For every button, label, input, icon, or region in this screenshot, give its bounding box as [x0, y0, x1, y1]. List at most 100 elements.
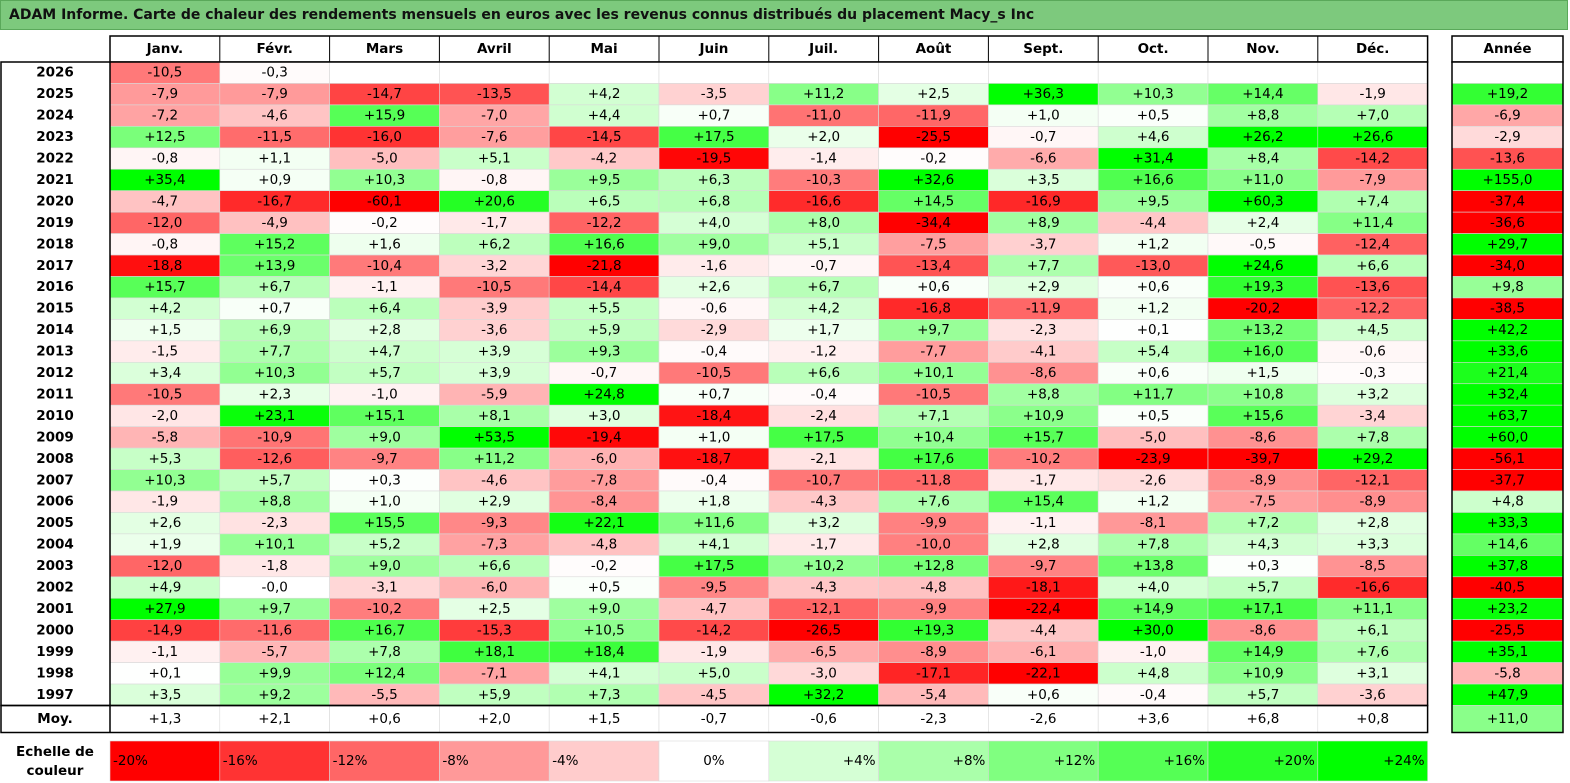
cell-value: +6,4 — [368, 301, 401, 317]
cell-value: -8,6 — [1250, 622, 1276, 638]
cell-value: -5,0 — [1140, 429, 1166, 445]
cell-value: -13,5 — [477, 86, 512, 102]
cell-value: +2,5 — [917, 86, 950, 102]
cell-value: +1,0 — [368, 494, 401, 510]
cell-value: +5,5 — [588, 301, 621, 317]
cell-value: +36,3 — [1023, 86, 1064, 102]
cell-value: -4,7 — [701, 601, 727, 617]
average-label: Moy. — [37, 711, 72, 727]
annual-value: -37,4 — [1490, 193, 1525, 209]
cell-value: -1,7 — [1030, 472, 1056, 488]
cell-value: +9,0 — [588, 601, 621, 617]
cell-value: +2,8 — [1027, 537, 1060, 553]
cell-value: +9,0 — [368, 429, 401, 445]
cell-value: -8,1 — [1140, 515, 1166, 531]
month-header-1: Janv. — [146, 41, 184, 57]
cell-value: +13,2 — [1242, 322, 1283, 338]
cell-value: +3,4 — [149, 365, 182, 381]
average-value: -2,6 — [1030, 711, 1056, 727]
cell-value: -14,9 — [147, 622, 182, 638]
cell-value: -14,5 — [587, 129, 622, 145]
cell-value: -10,5 — [696, 365, 731, 381]
cell-value: +4,9 — [149, 580, 182, 596]
cell-value: -0,2 — [920, 151, 946, 167]
cell-value: -0,6 — [1360, 344, 1386, 360]
cell-value: -10,0 — [916, 537, 951, 553]
cell-value: +6,6 — [1356, 258, 1389, 274]
cell-value: -2,9 — [701, 322, 727, 338]
cell-value: -0,8 — [152, 151, 178, 167]
cell-value: +60,3 — [1242, 193, 1283, 209]
annual-value: -25,5 — [1490, 622, 1525, 638]
heatmap-cell — [439, 61, 550, 84]
cell-value: -4,8 — [591, 537, 617, 553]
cell-value: +32,2 — [803, 687, 844, 703]
cell-value: +7,8 — [1137, 537, 1170, 553]
scale-swatch — [109, 740, 221, 782]
annual-cell — [1451, 61, 1564, 84]
cell-value: +10,1 — [254, 537, 295, 553]
cell-value: +2,5 — [478, 601, 511, 617]
cell-value: -12,6 — [257, 451, 292, 467]
heatmap-cell — [768, 61, 879, 84]
cell-value: +35,4 — [144, 172, 185, 188]
cell-value: -18,7 — [696, 451, 731, 467]
cell-value: -11,5 — [257, 129, 292, 145]
annual-value: +23,2 — [1487, 601, 1528, 617]
cell-value: -7,7 — [920, 344, 946, 360]
annual-value: -34,0 — [1490, 258, 1525, 274]
year-label: 2016 — [36, 279, 74, 295]
cell-value: -3,7 — [1030, 236, 1056, 252]
heatmap-cell — [329, 61, 440, 84]
cell-value: +0,6 — [1137, 365, 1170, 381]
annual-value: +21,4 — [1487, 365, 1528, 381]
cell-value: +0,7 — [698, 386, 731, 402]
cell-value: -6,0 — [591, 451, 617, 467]
cell-value: +7,7 — [1027, 258, 1060, 274]
cell-value: +10,9 — [1242, 665, 1283, 681]
cell-value: +15,1 — [364, 408, 405, 424]
cell-value: -9,7 — [371, 451, 397, 467]
cell-value: -5,7 — [262, 644, 288, 660]
cell-value: +4,6 — [1137, 129, 1170, 145]
annual-value: +63,7 — [1487, 408, 1528, 424]
cell-value: +5,9 — [478, 687, 511, 703]
heatmap-cell — [1317, 61, 1428, 84]
cell-value: +5,4 — [1137, 344, 1170, 360]
cell-value: -12,2 — [1355, 301, 1390, 317]
cell-value: +10,1 — [913, 365, 954, 381]
cell-value: +6,7 — [807, 279, 840, 295]
cell-value: -11,6 — [257, 622, 292, 638]
cell-value: -7,9 — [152, 86, 178, 102]
cell-value: +12,8 — [913, 558, 954, 574]
scale-step-label: +8% — [953, 753, 986, 769]
cell-value: +10,3 — [254, 365, 295, 381]
average-annual-value: +11,0 — [1487, 711, 1528, 727]
cell-value: -10,9 — [257, 429, 292, 445]
cell-value: -8,9 — [1250, 472, 1276, 488]
scale-step-label: +24% — [1383, 753, 1424, 769]
cell-value: -2,1 — [811, 451, 837, 467]
cell-value: +10,8 — [1242, 386, 1283, 402]
year-label: 2015 — [36, 301, 74, 317]
cell-value: -4,4 — [1030, 622, 1056, 638]
heatmap-cell — [548, 61, 660, 84]
cell-value: +7,8 — [1356, 429, 1389, 445]
cell-value: -10,7 — [806, 472, 841, 488]
cell-value: +0,7 — [698, 108, 731, 124]
cell-value: -7,6 — [481, 129, 507, 145]
cell-value: +16,0 — [1242, 344, 1283, 360]
cell-value: -1,0 — [1140, 644, 1166, 660]
cell-value: +19,3 — [1242, 279, 1283, 295]
cell-value: +15,5 — [364, 515, 405, 531]
cell-value: -10,5 — [477, 279, 512, 295]
cell-value: +8,4 — [1247, 151, 1280, 167]
scale-swatch — [768, 740, 879, 782]
cell-value: +7,1 — [917, 408, 950, 424]
cell-value: -11,0 — [806, 108, 841, 124]
cell-value: -16,9 — [1026, 193, 1061, 209]
cell-value: -18,1 — [1026, 580, 1061, 596]
cell-value: -4,9 — [262, 215, 288, 231]
heatmap-cell — [658, 61, 770, 84]
cell-value: +7,6 — [1356, 644, 1389, 660]
